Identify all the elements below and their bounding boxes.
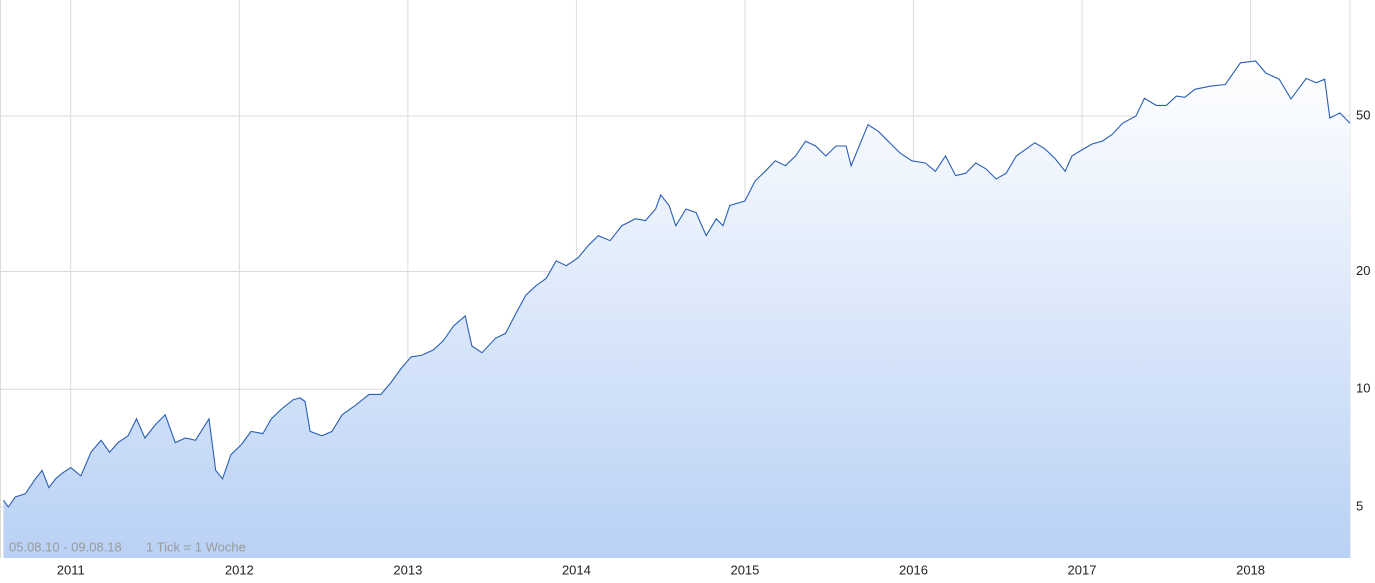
y-tick-label: 50 [1356, 107, 1370, 122]
date-range: 05.08.10 - 09.08.18 [9, 539, 122, 554]
x-tick-label: 2016 [899, 562, 928, 577]
y-tick-label: 20 [1356, 263, 1370, 278]
x-tick-label: 2017 [1068, 562, 1097, 577]
x-tick-label: 2014 [562, 562, 591, 577]
x-tick-label: 2018 [1236, 562, 1265, 577]
x-tick-label: 2015 [730, 562, 759, 577]
line [2, 60, 1351, 508]
x-tick-label: 2012 [225, 562, 254, 577]
marks [2, 60, 1351, 558]
tick-note: 1 Tick = 1 Woche [146, 539, 246, 554]
y-tick-label: 5 [1356, 498, 1363, 513]
x-tick-label: 2013 [393, 562, 422, 577]
y-tick-label: 10 [1356, 381, 1370, 396]
x-tick-label: 2011 [57, 562, 85, 577]
labels: 5 10 20 50 2011 2012 2013 2014 2015 2016 2017 2018 0… [9, 107, 1370, 577]
area-fill [3, 61, 1350, 558]
